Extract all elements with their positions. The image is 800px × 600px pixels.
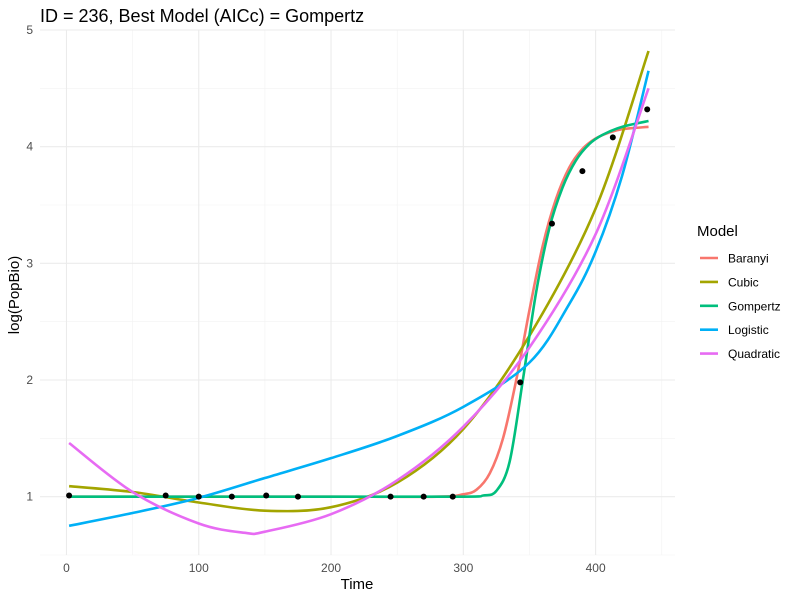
x-axis-label: Time: [341, 576, 374, 593]
x-tick-label: 400: [586, 561, 606, 575]
data-points: [66, 106, 651, 500]
grid: [40, 29, 675, 556]
data-point: [548, 220, 555, 227]
legend-label-gompertz: Gompertz: [728, 299, 781, 313]
data-point: [420, 493, 427, 500]
x-tick-label: 100: [189, 561, 209, 575]
y-tick-label: 5: [26, 23, 33, 37]
x-tick-label: 200: [321, 561, 341, 575]
chart-title: ID = 236, Best Model (AICc) = Gompertz: [40, 6, 364, 26]
data-point: [228, 493, 235, 500]
data-point: [644, 106, 651, 113]
legend-title: Model: [697, 223, 738, 240]
y-axis-label: log(PopBio): [6, 256, 23, 334]
legend-label-quadratic: Quadratic: [728, 347, 780, 361]
data-point: [609, 134, 616, 141]
tick-labels: 0 100 200 300 400 1 2 3 4 5: [26, 23, 606, 575]
data-point: [294, 493, 301, 500]
legend-label-logistic: Logistic: [728, 323, 769, 337]
data-point: [579, 168, 586, 175]
series-line-baranyi: [69, 125, 649, 499]
series-lines: [68, 50, 650, 536]
legend-label-baranyi: Baranyi: [728, 252, 769, 266]
y-tick-label: 3: [26, 256, 33, 270]
y-tick-label: 2: [26, 373, 33, 387]
series-line-cubic: [68, 50, 650, 513]
data-point: [387, 493, 394, 500]
x-tick-label: 300: [453, 561, 473, 575]
data-point: [66, 492, 73, 499]
data-point: [162, 492, 169, 499]
series-line-quadratic: [68, 87, 650, 536]
y-tick-label: 1: [26, 490, 33, 504]
data-point: [195, 493, 202, 500]
legend: Model Baranyi Cubic Gompertz Logistic Quadra…: [697, 223, 781, 361]
data-point: [263, 492, 270, 499]
series-line-logistic: [68, 70, 650, 528]
data-point: [517, 379, 524, 386]
y-tick-label: 4: [26, 140, 33, 154]
series-line-gompertz: [69, 119, 649, 499]
legend-label-cubic: Cubic: [728, 275, 759, 289]
data-point: [449, 493, 456, 500]
x-tick-label: 0: [63, 561, 70, 575]
